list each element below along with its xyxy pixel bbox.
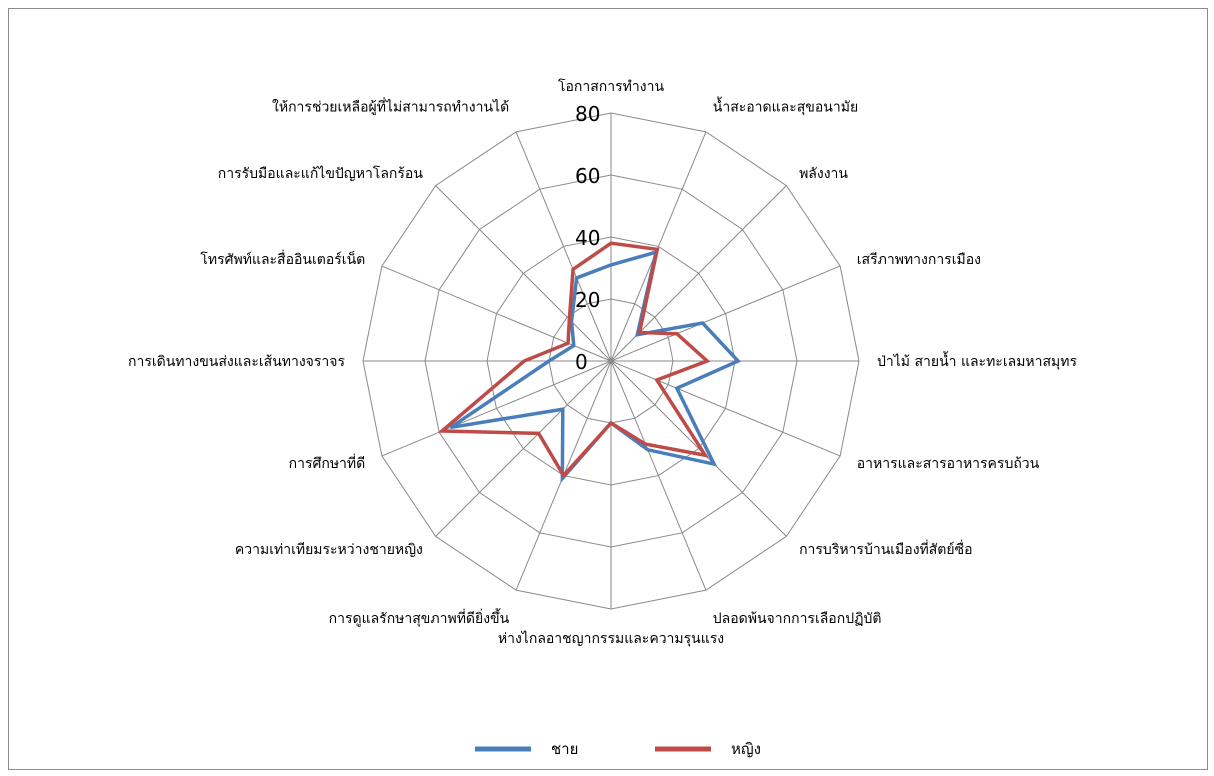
tick-label: 40 bbox=[575, 226, 600, 250]
legend: ชาย หญิง bbox=[475, 740, 761, 758]
category-label: ความเท่าเทียมระหว่างชายหญิง bbox=[235, 542, 423, 558]
tick-label: 60 bbox=[575, 164, 600, 188]
category-label: การศึกษาที่ดี bbox=[289, 454, 366, 472]
category-label: ปลอดพ้นจากการเลือกปฏิบัติ bbox=[713, 611, 882, 627]
category-label: พลังงาน bbox=[799, 166, 848, 182]
category-label: การรับมือและแก้ไขปัญหาโลกร้อน bbox=[218, 165, 424, 182]
radar-chart: 0 20 40 60 80 โอกาสการทำงานน้ำสะอาดและสุขอนา… bbox=[128, 78, 1078, 758]
category-label: น้ำสะอาดและสุขอนามัย bbox=[713, 96, 858, 115]
data-series bbox=[437, 241, 742, 484]
tick-label: 80 bbox=[575, 102, 600, 126]
grid-spoke bbox=[515, 131, 612, 362]
category-label: การเดินทางขนส่งและเส้นทางจราจร bbox=[128, 354, 345, 370]
category-label: การดูแลรักษาสุขภาพที่ดียิ่งขึ้น bbox=[329, 608, 510, 627]
category-label: โทรศัพท์และสื่ออินเตอร์เน็ต bbox=[200, 250, 365, 268]
chart-frame: 0 20 40 60 80 โอกาสการทำงานน้ำสะอาดและสุขอนา… bbox=[8, 8, 1208, 770]
grid-spoke bbox=[610, 360, 707, 591]
grid-spoke bbox=[381, 360, 612, 457]
grid-spoke bbox=[435, 360, 612, 537]
radial-tick-labels: 0 20 40 60 80 bbox=[575, 102, 600, 374]
series-line-2 bbox=[437, 241, 711, 479]
category-label: ป่าไม้ สายน้ำ และทะเลมหาสมุทร bbox=[877, 351, 1078, 370]
legend-label-2: หญิง bbox=[731, 740, 761, 758]
grid-spoke bbox=[610, 265, 841, 362]
grid-spoke bbox=[610, 360, 787, 537]
category-label: ห่างไกลอาชญากรรมและความรุนแรง bbox=[498, 630, 724, 647]
category-labels: โอกาสการทำงานน้ำสะอาดและสุขอนามัยพลังงาน… bbox=[128, 78, 1078, 647]
grid-spoke bbox=[435, 185, 612, 362]
radar-grid bbox=[362, 112, 860, 610]
category-label: เสรีภาพทางการเมือง bbox=[857, 252, 981, 268]
tick-label: 0 bbox=[575, 350, 588, 374]
category-label: โอกาสการทำงาน bbox=[558, 78, 664, 95]
category-label: อาหารและสารอาหารครบถ้วน bbox=[857, 456, 1040, 472]
category-label: การบริหารบ้านเมืองที่สัตย์ซื่อ bbox=[799, 540, 972, 558]
tick-label: 20 bbox=[575, 288, 600, 312]
legend-label-1: ชาย bbox=[551, 740, 578, 758]
grid-spoke bbox=[610, 131, 707, 362]
grid-spoke bbox=[610, 360, 841, 457]
category-label: ให้การช่วยเหลือผู้ที่ไม่สามารถทำงานได้ bbox=[272, 97, 509, 115]
